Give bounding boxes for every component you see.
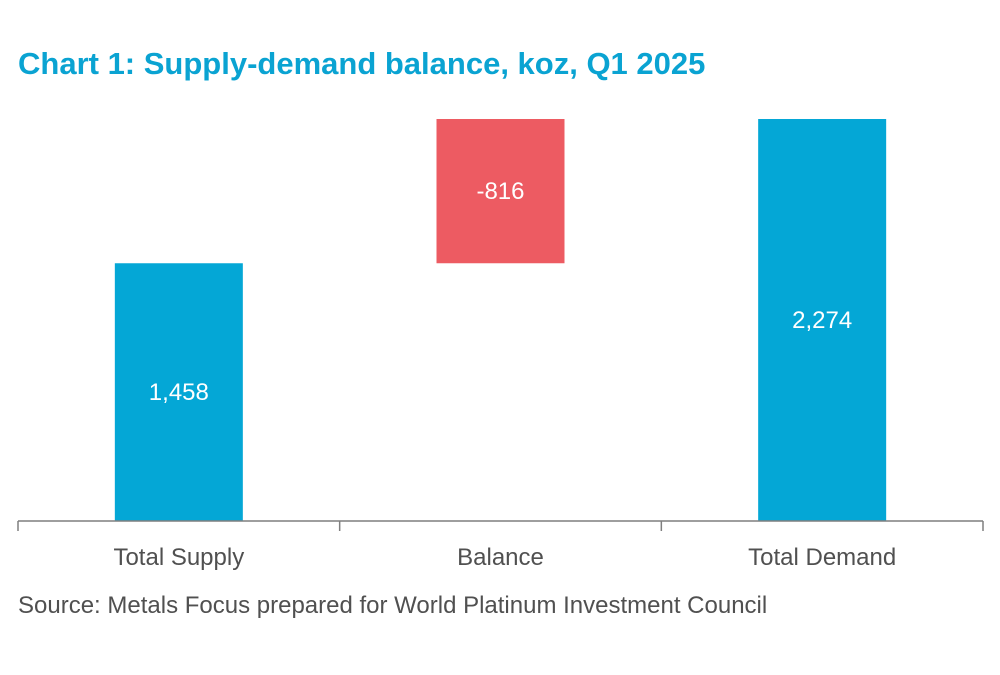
- bars-group: [114, 119, 887, 521]
- category-label: Total Supply: [113, 544, 244, 571]
- category-label: Total Demand: [748, 544, 896, 571]
- bar-value-label: -816: [476, 178, 524, 205]
- bar-total-demand: [758, 119, 887, 521]
- category-labels-group: Total Supply Balance Total Demand: [113, 544, 896, 571]
- bar-total-supply: [114, 263, 243, 521]
- x-axis-ticks: [17, 521, 984, 531]
- chart-title: Chart 1: Supply-demand balance, koz, Q1 …: [18, 46, 706, 81]
- bar-value-label: 2,274: [792, 307, 852, 334]
- source-note: Source: Metals Focus prepared for World …: [18, 592, 768, 619]
- category-label: Balance: [457, 544, 544, 571]
- bar-labels-group: 1,458 -816 2,274: [149, 178, 852, 406]
- bar-value-label: 1,458: [149, 379, 209, 406]
- bar-balance: [436, 119, 565, 264]
